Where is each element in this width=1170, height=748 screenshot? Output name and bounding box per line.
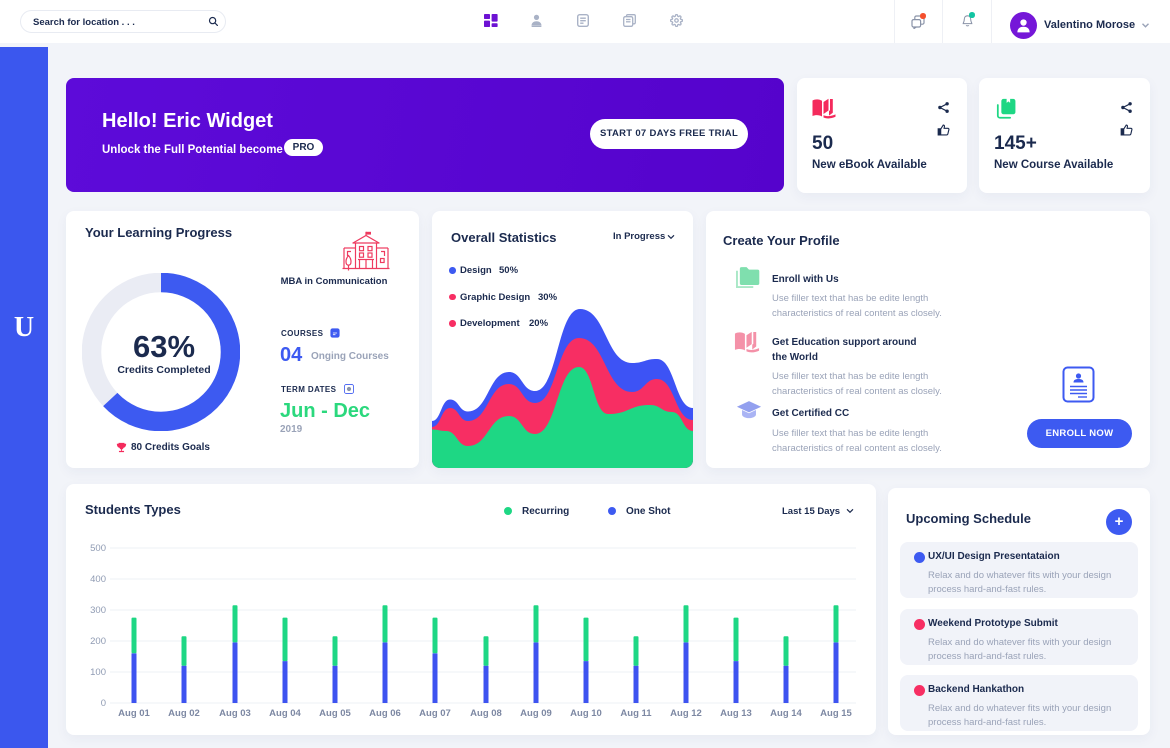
svg-text:200: 200 bbox=[90, 636, 106, 647]
svg-text:0: 0 bbox=[101, 698, 106, 709]
svg-text:400: 400 bbox=[90, 574, 106, 585]
svg-text:Aug 05: Aug 05 bbox=[319, 708, 351, 719]
svg-text:Aug 06: Aug 06 bbox=[369, 708, 401, 719]
svg-text:Aug 11: Aug 11 bbox=[620, 708, 652, 719]
svg-text:Aug 09: Aug 09 bbox=[520, 708, 552, 719]
svg-text:Aug 10: Aug 10 bbox=[570, 708, 602, 719]
svg-text:Aug 13: Aug 13 bbox=[720, 708, 752, 719]
svg-text:Aug 04: Aug 04 bbox=[269, 708, 301, 719]
svg-text:Aug 03: Aug 03 bbox=[219, 708, 251, 719]
svg-text:300: 300 bbox=[90, 605, 106, 616]
svg-text:Aug 14: Aug 14 bbox=[770, 708, 802, 719]
svg-text:100: 100 bbox=[90, 667, 106, 678]
svg-text:Aug 08: Aug 08 bbox=[470, 708, 502, 719]
svg-text:Aug 07: Aug 07 bbox=[419, 708, 451, 719]
svg-text:Aug 15: Aug 15 bbox=[820, 708, 852, 719]
svg-text:Aug 12: Aug 12 bbox=[670, 708, 702, 719]
svg-text:Aug 01: Aug 01 bbox=[118, 708, 150, 719]
svg-text:500: 500 bbox=[90, 543, 106, 554]
svg-text:Aug 02: Aug 02 bbox=[168, 708, 200, 719]
